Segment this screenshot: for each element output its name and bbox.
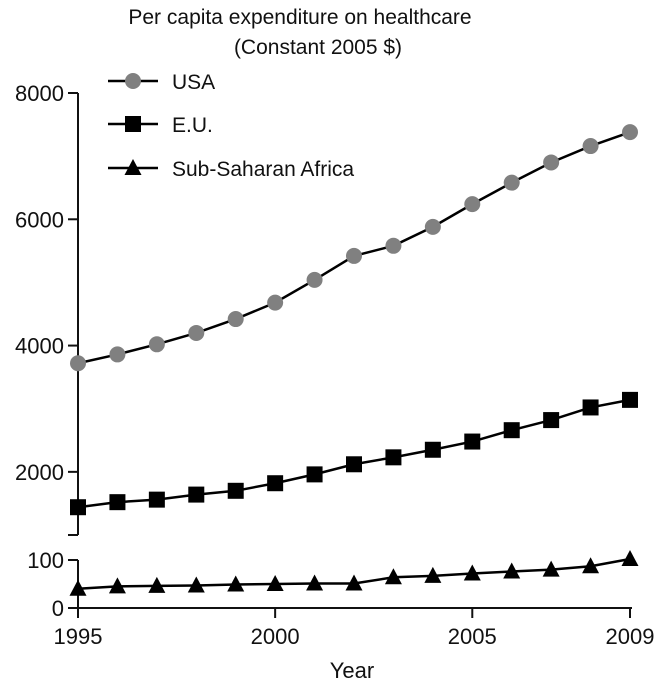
- data-point: [109, 494, 126, 511]
- data-point: [582, 557, 600, 574]
- data-point: [227, 575, 245, 592]
- data-point: [109, 346, 126, 363]
- series-usa: [70, 124, 638, 372]
- data-point: [543, 154, 560, 171]
- y-tick-label: 6000: [15, 207, 64, 232]
- x-axis-label: Year: [330, 658, 374, 683]
- legend: USA E.U. Sub-Saharan Africa: [108, 71, 354, 181]
- legend-item: USA: [108, 71, 215, 94]
- data-point: [227, 482, 244, 499]
- series-layer: [69, 124, 639, 596]
- legend-label: Sub-Saharan Africa: [172, 158, 354, 181]
- x-tick-label: 2000: [251, 624, 300, 649]
- data-point: [70, 499, 86, 516]
- data-point: [424, 566, 442, 583]
- y-tick-label: 2000: [15, 460, 64, 485]
- y-tick-label: 0: [52, 596, 64, 621]
- legend-marker: [125, 73, 141, 89]
- data-point: [503, 562, 521, 579]
- data-point: [148, 491, 165, 508]
- legend-label: E.U.: [172, 114, 213, 137]
- data-point: [345, 574, 363, 591]
- legend-marker: [124, 159, 142, 175]
- data-point: [542, 560, 560, 577]
- data-point: [464, 196, 481, 213]
- x-tick-label: 2005: [448, 624, 497, 649]
- data-point: [346, 247, 362, 264]
- data-point: [582, 399, 599, 416]
- series-sub-saharan-africa: [69, 550, 639, 596]
- data-point: [424, 441, 441, 458]
- y-tick-label: 4000: [15, 334, 64, 359]
- chart-title: Per capita expenditure on healthcare: [128, 6, 471, 29]
- data-point: [424, 218, 441, 235]
- data-point: [187, 576, 205, 593]
- data-point: [464, 433, 481, 450]
- data-point: [463, 564, 481, 581]
- data-point: [148, 576, 166, 593]
- data-point: [384, 568, 402, 585]
- data-point: [267, 475, 284, 492]
- data-point: [503, 174, 520, 191]
- axes: [68, 92, 632, 618]
- legend-marker: [125, 116, 141, 132]
- data-point: [543, 412, 560, 429]
- data-point: [385, 237, 402, 254]
- legend-label: USA: [172, 71, 215, 94]
- data-point: [227, 311, 244, 328]
- tick-labels: 2000 4000 6000 8000 0 100 1995 2000 2005 2009: [15, 81, 654, 649]
- data-point: [267, 294, 284, 311]
- series-e-u-: [70, 391, 638, 516]
- data-point: [69, 579, 87, 596]
- data-point: [622, 391, 638, 408]
- data-point: [385, 449, 402, 466]
- data-point: [346, 456, 362, 473]
- data-point: [622, 124, 638, 141]
- data-point: [582, 138, 599, 155]
- data-point: [188, 324, 205, 341]
- x-tick-label: 2009: [606, 624, 655, 649]
- legend-item: Sub-Saharan Africa: [108, 158, 354, 181]
- data-point: [108, 577, 126, 594]
- data-point: [621, 550, 639, 567]
- x-tick-label: 1995: [54, 624, 103, 649]
- data-point: [306, 271, 323, 288]
- data-point: [306, 574, 324, 591]
- data-point: [266, 575, 284, 591]
- chart-subtitle: (Constant 2005 $): [234, 36, 402, 59]
- y-tick-label: 8000: [15, 81, 64, 106]
- y-tick-label: 100: [27, 548, 64, 573]
- data-point: [148, 336, 165, 353]
- data-point: [503, 422, 520, 439]
- data-point: [188, 486, 205, 503]
- legend-item: E.U.: [108, 114, 213, 137]
- data-point: [306, 466, 323, 483]
- data-point: [70, 355, 86, 372]
